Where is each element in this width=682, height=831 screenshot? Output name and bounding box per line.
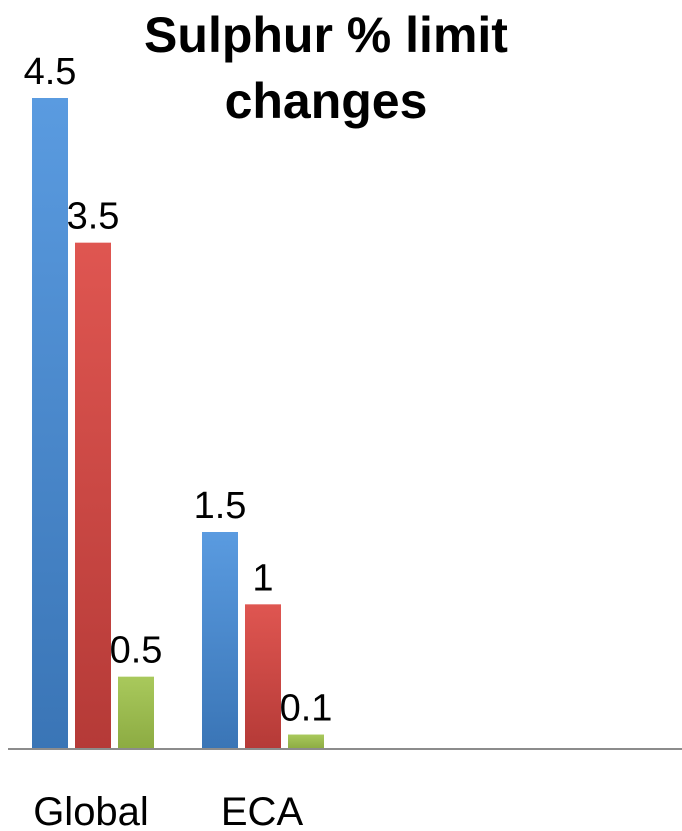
bar-eca-series-1 <box>202 532 238 749</box>
category-labels-layer: Global ECA <box>33 790 303 831</box>
data-label-eca-series-2: 1 <box>252 557 273 599</box>
bar-eca-series-2 <box>245 604 281 749</box>
category-label-global: Global <box>33 790 149 831</box>
category-label-eca: ECA <box>221 790 304 831</box>
bars-layer <box>32 98 324 749</box>
bar-global-series-3 <box>118 676 154 749</box>
bar-global-series-1 <box>32 98 68 749</box>
bar-eca-series-3 <box>288 734 324 749</box>
data-labels-layer: 4.5 3.5 0.5 1.51 0.1 <box>24 51 333 730</box>
bar-global-series-2 <box>75 242 111 749</box>
chart-title-line-1: Sulphur % limit <box>144 7 508 63</box>
data-label-eca-series-1: 1.5 <box>194 485 247 527</box>
chart-title: Sulphur % limit changes <box>144 7 508 129</box>
data-label-global-series-1: 4.5 <box>24 51 77 93</box>
data-label-eca-series-3: 0.1 <box>280 688 333 730</box>
data-label-global-series-3: 0.5 <box>110 630 163 672</box>
chart-title-line-2: changes <box>225 73 428 129</box>
data-label-global-series-2: 3.5 <box>67 196 120 238</box>
